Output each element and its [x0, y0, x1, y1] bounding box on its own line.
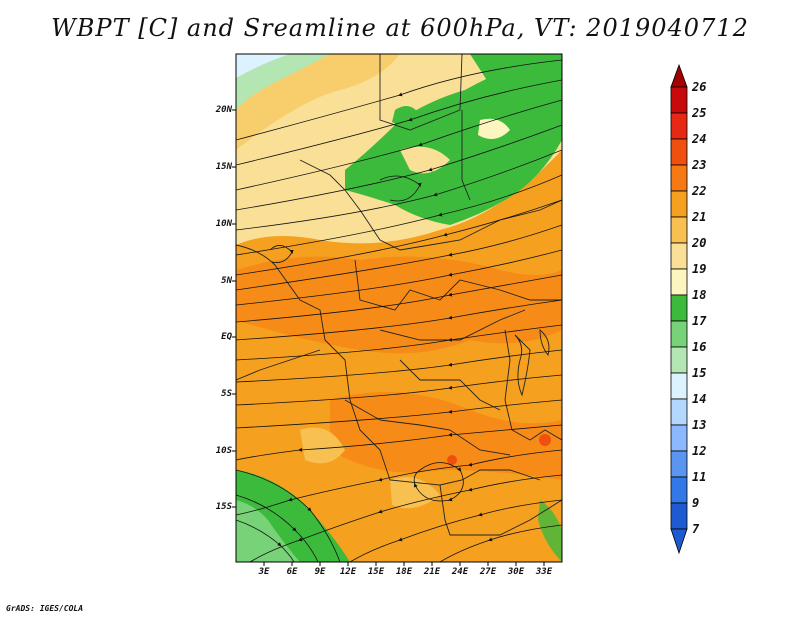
colorbar-label: 11 [692, 470, 707, 484]
lat-label: 20N [215, 105, 232, 115]
colorbar-segment [670, 86, 688, 114]
colorbar-segment [670, 216, 688, 244]
colorbar-segment [670, 502, 688, 530]
colorbar-segment [670, 268, 688, 296]
lon-label: 24E [451, 567, 469, 577]
colorbar-label: 21 [692, 210, 707, 224]
colorbar-bottom-tip [670, 528, 688, 555]
lon-label: 18E [395, 567, 413, 577]
lon-label: 9E [314, 567, 326, 577]
colorbar-label: 26 [692, 80, 707, 94]
colorbar-label: 14 [692, 392, 707, 406]
colorbar-segment [670, 190, 688, 218]
colorbar-label: 24 [692, 132, 707, 146]
colorbar-label: 13 [692, 418, 707, 432]
colorbar-segment [670, 112, 688, 140]
lon-label: 27E [479, 567, 497, 577]
colorbar-segment [670, 476, 688, 504]
colorbar-label: 22 [692, 184, 707, 198]
lat-label: 15N [215, 162, 232, 172]
lat-label: 5N [221, 276, 232, 286]
colorbar-segment [670, 450, 688, 478]
colorbar-label: 12 [692, 444, 707, 458]
colorbar-segment [670, 398, 688, 426]
lon-label: 21E [423, 567, 441, 577]
colorbar-segment [670, 372, 688, 400]
colorbar-label: 16 [692, 340, 707, 354]
colorbar-label: 7 [692, 522, 700, 536]
wbpt-field [236, 54, 562, 562]
lon-label: 33E [535, 567, 553, 577]
map-title: WBPT [C] and Sreamline at 600hPa, VT: 20… [51, 14, 749, 42]
colorbar-segment [670, 346, 688, 374]
grads-credit: GrADS: IGES/COLA [6, 604, 84, 613]
lon-label: 6E [286, 567, 298, 577]
lat-label: 15S [215, 502, 232, 512]
colorbar-label: 20 [692, 236, 707, 250]
colorbar [670, 63, 688, 555]
colorbar-label: 15 [692, 366, 707, 380]
lon-label: 15E [367, 567, 385, 577]
colorbar-segment [670, 164, 688, 192]
lon-label: 3E [258, 567, 270, 577]
colorbar-label: 17 [692, 314, 707, 328]
colorbar-label: 19 [692, 262, 707, 276]
colorbar-label: 18 [692, 288, 707, 302]
colorbar-segment [670, 424, 688, 452]
map-frame [235, 53, 563, 563]
colorbar-label: 9 [692, 496, 700, 510]
lon-label: 12E [339, 567, 357, 577]
colorbar-label: 25 [692, 106, 707, 120]
lat-label: 10S [215, 446, 232, 456]
lat-label: 10N [215, 219, 232, 229]
colorbar-segment [670, 242, 688, 270]
colorbar-segment [670, 294, 688, 322]
colorbar-label: 23 [692, 158, 707, 172]
colorbar-segment [670, 320, 688, 348]
colorbar-segment [670, 138, 688, 166]
lat-label: EQ [221, 332, 232, 342]
lat-label: 5S [221, 389, 232, 399]
colorbar-top-tip [670, 63, 688, 88]
lon-label: 30E [507, 567, 525, 577]
